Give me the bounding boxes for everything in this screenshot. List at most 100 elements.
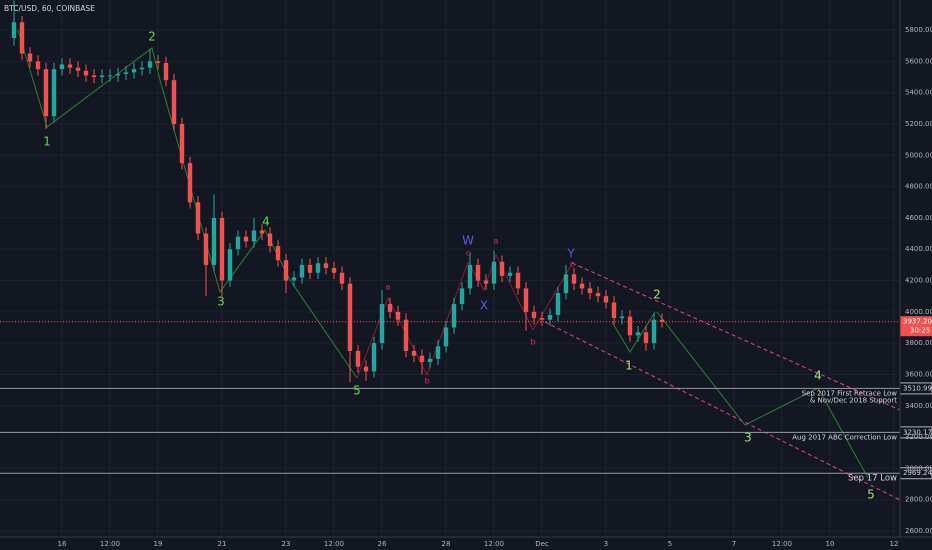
wave-label: 4 [262,215,270,229]
candle-body [547,314,553,320]
x-tick-label: 3 [604,540,608,548]
candle-body [611,302,617,319]
y-tick-label: 5000.00 [905,151,932,159]
x-tick-label: 12:00 [100,540,120,548]
candle-body [579,283,585,289]
candle-body [131,69,137,73]
candle-body [67,64,73,68]
candle-body [315,263,321,273]
candle-body [139,67,145,70]
candle-body [187,163,193,203]
candle-body [451,304,457,328]
x-tick-label: 19 [154,540,163,548]
candle-body [627,316,633,336]
candle-body [419,355,425,362]
candle-body [251,230,257,242]
wave-label: 5 [867,488,875,502]
candle-body [307,264,313,273]
candle-body [467,264,473,289]
y-tick-label: 3800.00 [905,339,932,347]
candle-body [531,311,537,319]
candle-body [363,366,369,372]
candle-body [35,61,41,70]
chart-title: BTC/USD, 60, COINBASE [4,4,95,13]
level-label: 3230.17 [903,428,932,436]
last-price-label: 3937.20 [903,318,932,326]
y-tick-label: 5600.00 [905,57,932,65]
candle-body [491,261,497,284]
y-tick-label: 2600.00 [905,527,932,535]
wave-label: 2 [653,288,661,302]
candle-body [59,64,65,70]
candle-body [51,69,57,117]
candle-body [75,67,81,71]
candle-body [427,358,433,362]
x-tick-label: 5 [668,540,672,548]
wave-line [611,311,656,353]
x-tick-label: 21 [218,540,227,548]
x-tick-label: 7 [732,540,736,548]
candle-body [171,80,177,124]
candle-body [499,261,505,276]
candle-body [83,70,89,76]
y-tick-label: 5800.00 [905,26,932,34]
channel-line [544,321,901,501]
candle-body [539,318,545,320]
candle-body [595,293,601,297]
candle-body [243,236,249,242]
wave-label: 3 [744,431,752,445]
wave-label: Y [566,247,575,261]
candle-body [563,274,569,294]
y-tick-label: 3000.00 [905,464,932,472]
x-tick-label: 28 [442,540,451,548]
wave-label: 3 [217,295,225,309]
candle-body [395,311,401,320]
candle-body [651,319,657,344]
x-tick-label: 26 [378,540,387,548]
wave-label: 5 [353,384,361,398]
candle-body [195,202,201,234]
level-note: Sep 2017 First Retrace Low [802,389,898,397]
wave-label: a [494,237,499,246]
candle-body [603,296,609,303]
candle-body [475,264,481,281]
y-tick-label: 4200.00 [905,277,932,285]
candle-body [411,351,417,356]
candle-body [19,22,25,54]
y-tick-label: 3600.00 [905,370,932,378]
x-tick-label: 12:00 [324,540,344,548]
wave-label: W [462,234,474,248]
wave-label: b [530,338,535,347]
candle-body [155,61,161,63]
candle-body [43,69,49,117]
countdown: 30:25 [910,327,930,335]
candle-body [339,272,345,284]
y-tick-label: 4800.00 [905,183,932,191]
candle-body [459,288,465,305]
candle-body [219,217,225,281]
candle-body [99,75,105,78]
candle-body [635,332,641,336]
wave-label: b [424,377,429,386]
candle-body [323,263,329,269]
wave-line [467,253,573,332]
y-tick-label: 4600.00 [905,214,932,222]
candle-body [211,217,217,265]
x-tick-label: 12:00 [772,540,792,548]
candle-body [443,327,449,347]
y-tick-label: 4000.00 [905,308,932,316]
candle-body [115,73,121,76]
candle-body [267,233,273,247]
candle-body [571,274,577,284]
candle-body [619,316,625,319]
candle-body [371,343,377,372]
y-tick-label: 2800.00 [905,496,932,504]
candle-body [283,260,289,281]
wave-label: 1 [43,135,51,149]
candle-body [299,264,305,278]
y-tick-label: 5200.00 [905,120,932,128]
candle-body [227,249,233,281]
candle-body [163,62,169,81]
